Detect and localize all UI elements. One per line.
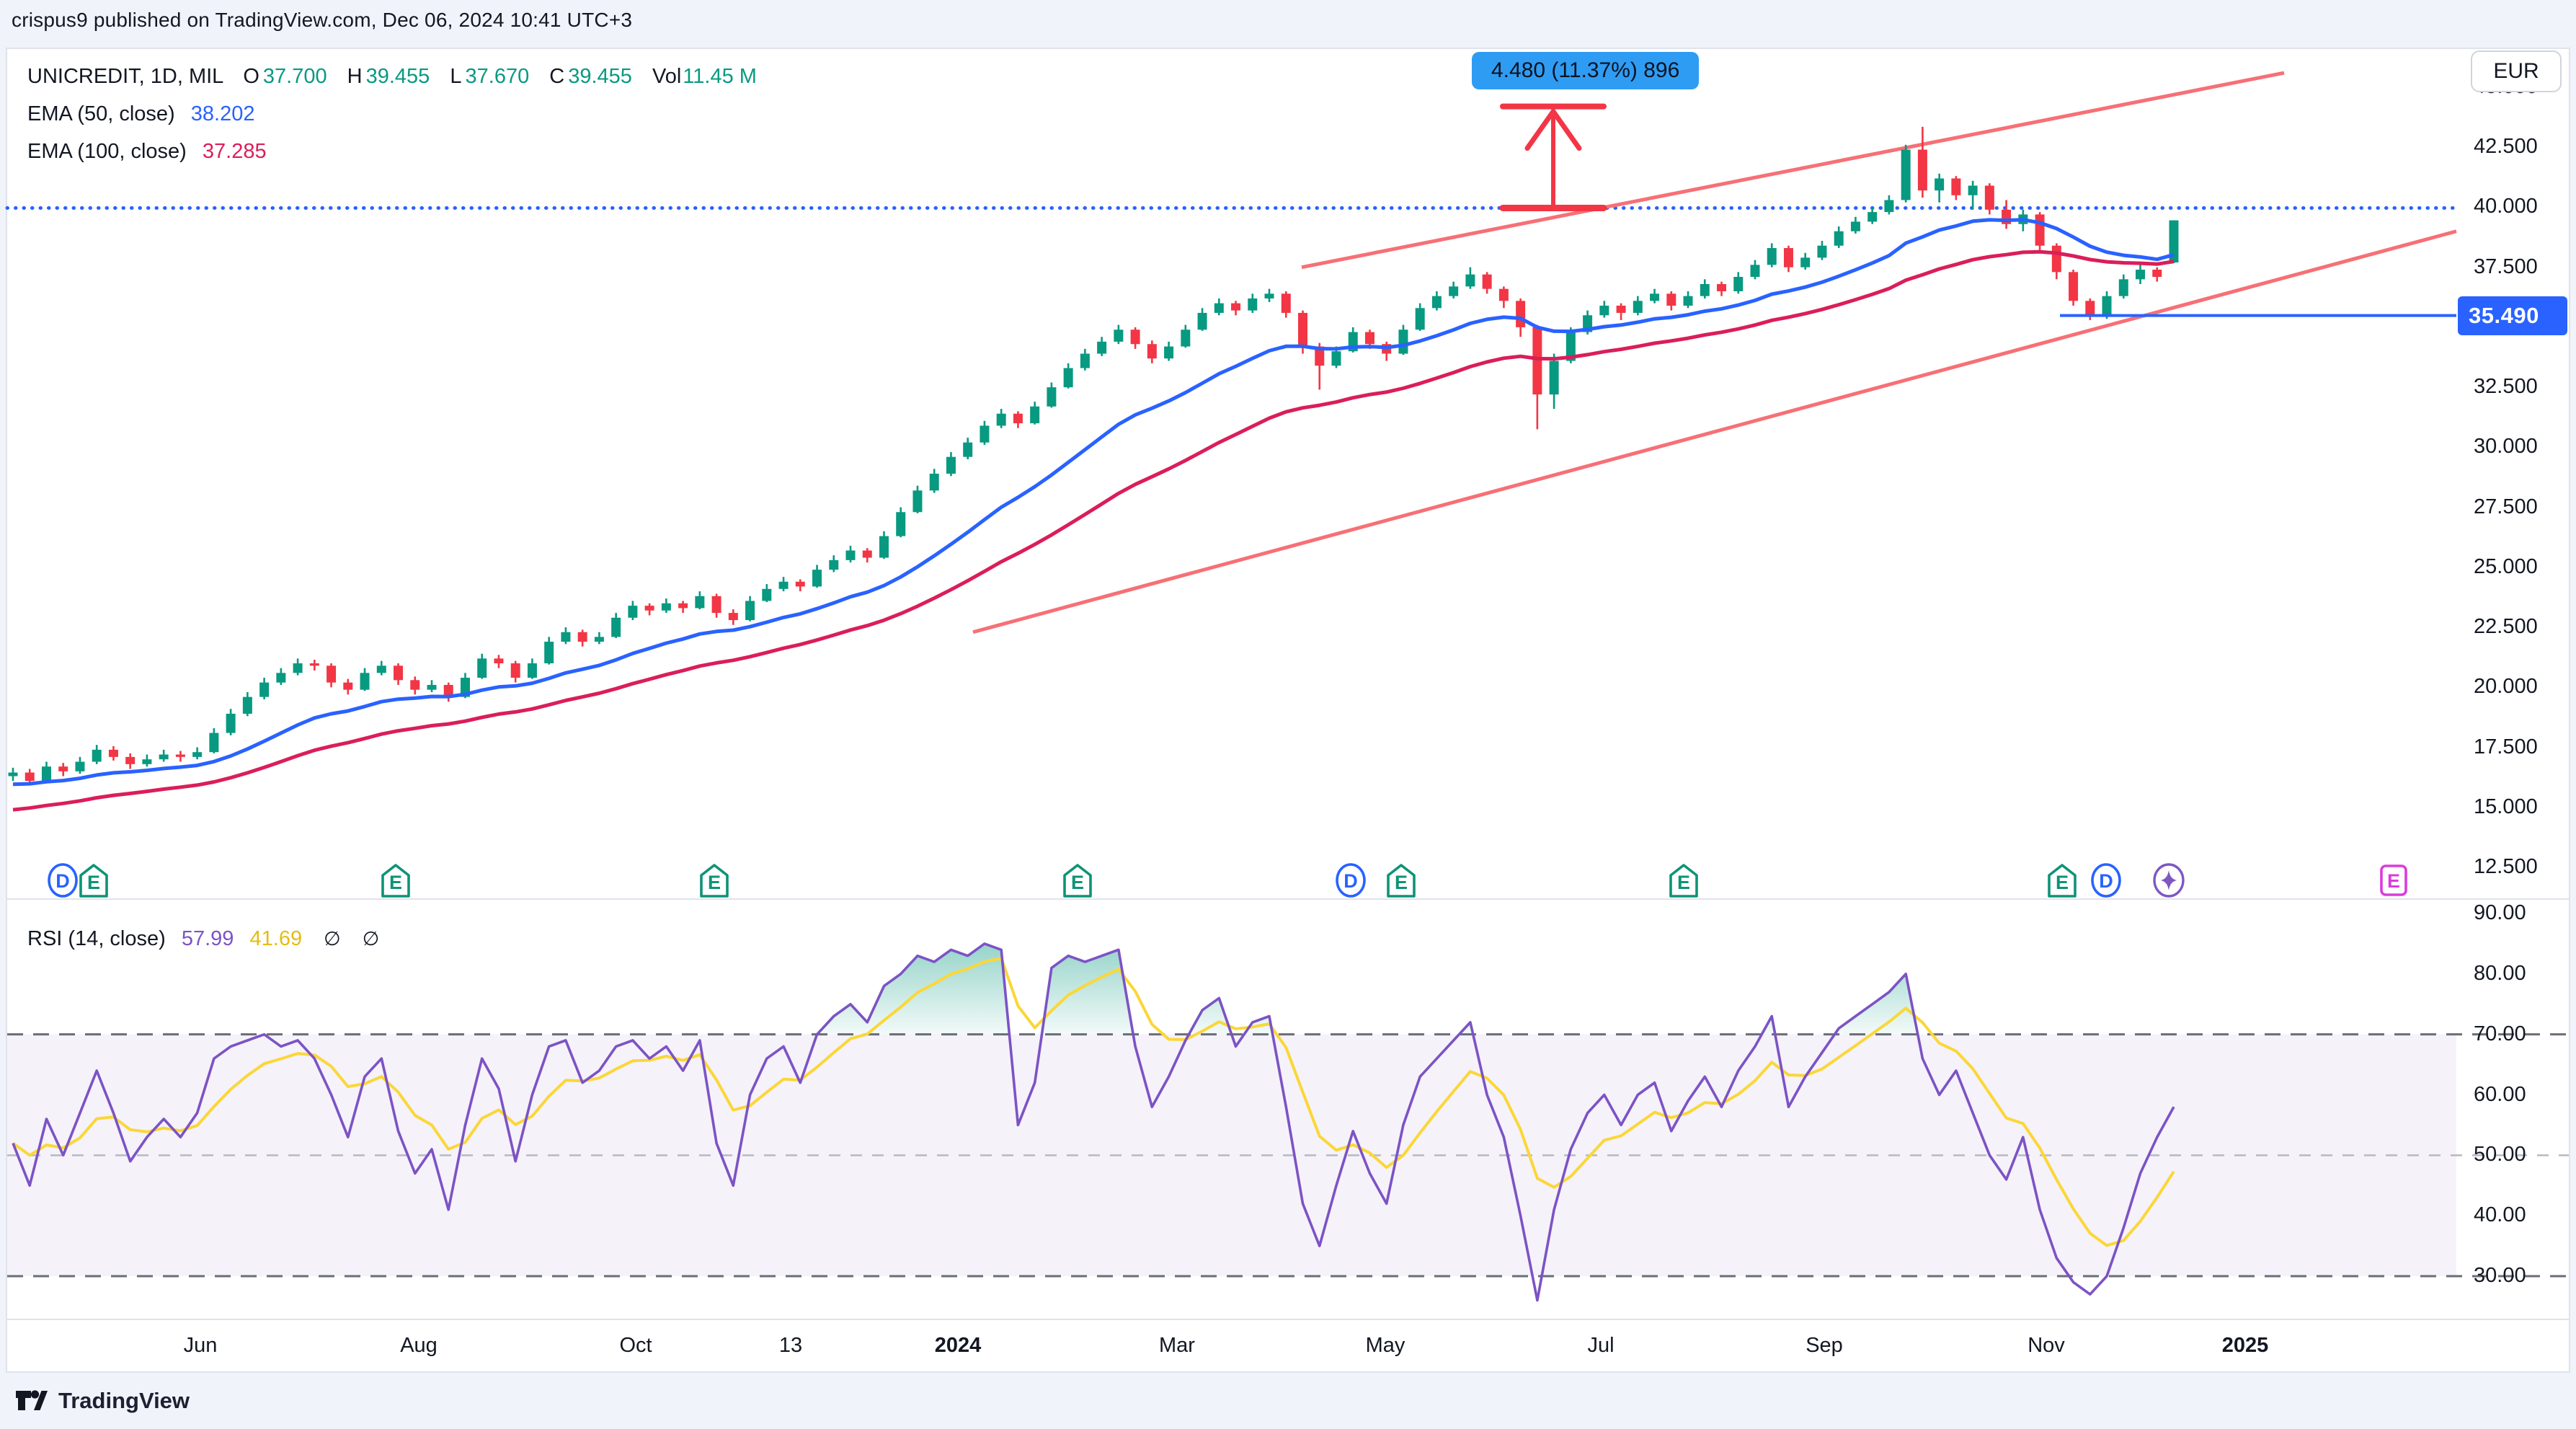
time-axis-label: 2024 [934,1334,982,1357]
dividend-badge[interactable]: D [2087,859,2125,901]
svg-text:E: E [2056,872,2069,893]
price-axis-label: 42.500 [2474,135,2538,159]
dividend-badge[interactable]: D [44,859,81,901]
price-axis-label: 30.000 [2474,435,2538,459]
price-axis-label: 22.500 [2474,615,2538,639]
rsi-axis-label: 90.00 [2474,901,2526,924]
svg-text:D: D [55,870,70,892]
time-axis-label: Sep [1806,1334,1843,1357]
price-axis-label: 17.500 [2474,735,2538,758]
currency-badge: EUR [2471,50,2562,92]
symbol-legend-row[interactable]: UNICREDIT, 1D, MIL O 37.700 H 39.455 L 37.6… [27,58,757,95]
svg-text:E: E [708,872,721,893]
earnings-badge[interactable]: E [1665,859,1702,901]
close-label: C [549,65,565,88]
time-axis-label: Mar [1159,1334,1195,1357]
svg-text:E: E [87,872,100,893]
rsi-ma-value: 41.69 [249,927,303,950]
empty-set-icon: ∅ [362,928,380,950]
time-axis-label: Jun [183,1334,218,1357]
rsi-axis-label: 30.00 [2474,1264,2526,1287]
volume-label: Vol [652,65,682,88]
ema100-value: 37.285 [202,140,267,163]
ema50-legend-row[interactable]: EMA (50, close) 38.202 [27,95,757,133]
symbol-title: UNICREDIT, 1D, MIL [27,65,223,88]
active-price-label: 35.490 [2458,296,2567,335]
price-axis-label: 25.000 [2474,554,2538,578]
tradingview-logo-icon[interactable] [14,1384,48,1417]
open-value: 37.700 [262,65,327,88]
time-axis-label: 2025 [2221,1334,2269,1357]
earnings-badge[interactable]: E [696,859,733,901]
rsi-value: 57.99 [181,927,234,950]
low-value: 37.670 [465,65,530,88]
time-axis-label: Aug [400,1334,438,1357]
time-axis-label: Oct [619,1334,652,1357]
dividend-badge[interactable]: D [1332,859,1369,901]
earnings-badge[interactable]: E [2043,859,2081,901]
volume-value: 11.45 M [683,65,757,88]
rsi-axis-label: 80.00 [2474,961,2526,985]
svg-text:E: E [1395,872,1408,893]
price-axis-label: 15.000 [2474,795,2538,818]
footer: TradingView [14,1384,190,1417]
price-axis-label: 12.500 [2474,855,2538,878]
earnings-badge[interactable]: E [1059,859,1096,901]
price-range-callout: 4.480 (11.37%) 896 [1472,52,1700,89]
chart-legend: UNICREDIT, 1D, MIL O 37.700 H 39.455 L 37.6… [27,58,757,170]
rsi-axis-label: 40.00 [2474,1203,2526,1227]
open-label: O [243,65,259,88]
time-axis-label: Jul [1587,1334,1615,1357]
time-axis-label: May [1365,1334,1405,1357]
rsi-axis-label: 50.00 [2474,1143,2526,1167]
future-earnings-badge[interactable]: E [2375,859,2412,901]
close-value: 39.455 [568,65,632,88]
svg-text:E: E [1677,872,1690,893]
ema100-label: EMA (100, close) [27,140,187,163]
rsi-label: RSI (14, close) [27,927,166,950]
earnings-badge[interactable]: E [377,859,414,901]
ema100-legend-row[interactable]: EMA (100, close) 37.285 [27,133,757,170]
time-axis-label: Nov [2028,1334,2065,1357]
svg-text:E: E [2387,870,2400,892]
rsi-axis-label: 70.00 [2474,1022,2526,1045]
price-axis-label: 37.500 [2474,255,2538,278]
price-axis-label: 40.000 [2474,195,2538,218]
sparkle-badge[interactable] [2150,859,2188,901]
price-axis-label: 20.000 [2474,675,2538,699]
high-label: H [347,65,363,88]
earnings-badge[interactable]: E [75,859,112,901]
ema50-label: EMA (50, close) [27,102,175,125]
svg-text:D: D [1343,870,1358,892]
brand-name[interactable]: TradingView [58,1388,190,1413]
svg-text:D: D [2099,870,2113,892]
publish-attribution: crispus9 published on TradingView.com, D… [12,9,633,31]
rsi-legend-row[interactable]: RSI (14, close) 57.99 41.69 ∅ ∅ [27,927,379,951]
earnings-badge[interactable]: E [1382,859,1420,901]
rsi-axis-label: 60.00 [2474,1082,2526,1106]
low-label: L [450,65,462,88]
empty-set-icon: ∅ [324,928,341,950]
price-axis-label: 27.500 [2474,495,2538,518]
price-axis-label: 32.500 [2474,375,2538,399]
ema50-value: 38.202 [190,102,255,125]
svg-text:E: E [389,872,402,893]
svg-text:E: E [1071,872,1084,893]
time-axis-label: 13 [778,1334,803,1357]
high-value: 39.455 [365,65,430,88]
